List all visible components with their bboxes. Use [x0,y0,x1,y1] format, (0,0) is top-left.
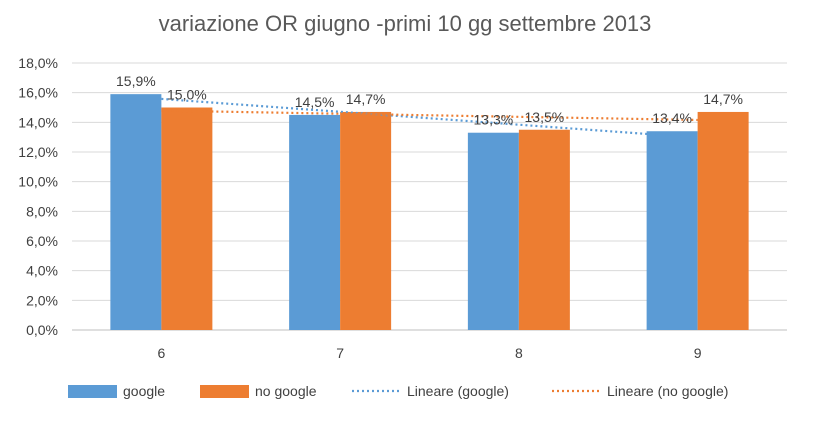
bar-no-google-9 [697,111,749,330]
data-label: 13,3% [474,112,514,128]
y-tick-label: 18,0% [18,55,58,71]
legend-label: Lineare (no google) [607,383,728,399]
trendlines [161,97,698,139]
y-tick-label: 14,0% [18,114,58,130]
bar-google-7 [289,114,341,331]
data-label: 14,5% [295,94,335,110]
x-tick-label: 9 [694,345,702,361]
trendline-no-google [161,109,698,122]
bar-no-google-8 [518,129,570,330]
x-axis: 6 7 8 9 [157,345,701,361]
legend-label: no google [255,383,317,399]
data-labels: 15,9% 15,0% 14,5% 14,7% 13,3% 13,5% 13,4% 14,7% [116,73,743,128]
bars [110,94,749,331]
data-label: 15,9% [116,73,156,89]
y-tick-label: 8,0% [26,203,58,219]
x-tick-label: 8 [515,345,523,361]
data-label: 13,4% [652,110,692,126]
y-tick-label: 6,0% [26,233,58,249]
chart-title: variazione OR giugno -primi 10 gg settem… [159,11,652,36]
bar-no-google-7 [340,111,392,330]
legend-label: google [123,383,165,399]
legend: google no google Lineare (google) Lineare (… [68,383,728,399]
data-label: 14,7% [346,91,386,107]
bar-google-8 [467,132,519,330]
data-label: 14,7% [703,91,743,107]
bar-no-google-6 [161,107,213,330]
y-axis: 0,0% 2,0% 4,0% 6,0% 8,0% 10,0% 12,0% 14,0% 16,0%… [18,55,58,338]
x-tick-label: 7 [336,345,344,361]
y-tick-label: 2,0% [26,292,58,308]
legend-swatch [200,385,249,398]
legend-swatch [68,385,117,398]
y-tick-label: 10,0% [18,174,58,190]
bar-google-9 [646,131,698,330]
y-tick-label: 4,0% [26,263,58,279]
x-tick-label: 6 [157,345,165,361]
legend-label: Lineare (google) [407,383,509,399]
bar-google-6 [110,94,162,331]
y-tick-label: 12,0% [18,144,58,160]
y-tick-label: 16,0% [18,85,58,101]
data-label: 13,5% [525,109,565,125]
data-label: 15,0% [167,87,207,103]
y-tick-label: 0,0% [26,322,58,338]
